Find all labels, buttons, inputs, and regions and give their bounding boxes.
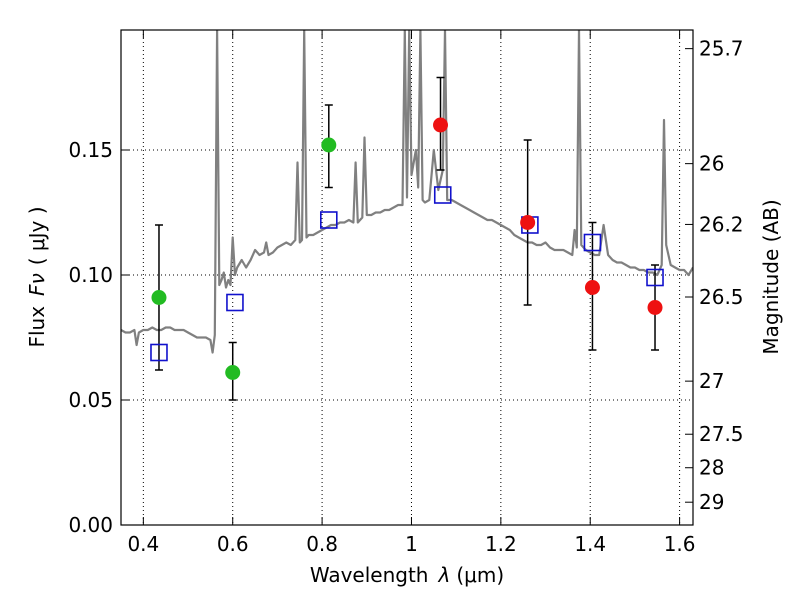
green-point-marker (321, 137, 337, 153)
x-tick-label: 0.6 (217, 532, 249, 556)
y2-tick-label: 27.5 (699, 422, 744, 446)
y2-tick-label: 26.5 (699, 285, 744, 309)
x-tick-label: 1.6 (664, 532, 696, 556)
x-tick-label: 0.8 (306, 532, 338, 556)
x-tick-label: 0.4 (127, 532, 159, 556)
green-point-marker (225, 365, 241, 380)
model-square-marker (433, 186, 452, 204)
x-tick-label: 1.2 (485, 532, 517, 556)
y2-tick-label: 29 (699, 490, 724, 514)
model-square-marker (319, 211, 338, 229)
model-square-marker (583, 233, 602, 252)
data-points-layer (150, 76, 664, 401)
model-square-marker (226, 293, 244, 312)
y2-tick-label: 26 (699, 152, 724, 176)
plot-frame (120, 29, 694, 526)
y-tick-label: 0.10 (68, 263, 113, 287)
y2-tick-label: 28 (699, 456, 724, 480)
red-point-marker (647, 300, 663, 315)
green-point-marker (151, 290, 167, 305)
model-square-marker (646, 268, 664, 287)
axis-ticks: 0.4 0.6 0.8 1 1.2 1.4 1.6 0.00 0.05 0.10 0.15 25.7 2… (68, 30, 744, 556)
y-tick-label: 0.15 (68, 138, 113, 162)
grid-lines (121, 30, 693, 525)
x-tick-label: 1.4 (574, 532, 606, 556)
x-axis-label: Wavelength λ (μm) (310, 563, 504, 587)
y-axis-label: FluxFν( μJy ) (25, 206, 49, 347)
red-point-marker (520, 215, 536, 230)
red-point-marker (433, 117, 449, 133)
x-tick-label: 1 (405, 532, 418, 556)
y-tick-label: 0.00 (68, 513, 113, 537)
y2-tick-label: 27 (699, 369, 724, 393)
red-point-marker (584, 280, 600, 295)
y2-tick-label: 26.2 (699, 212, 744, 236)
y-tick-label: 0.05 (68, 388, 113, 412)
model-square-marker (150, 343, 168, 362)
y2-tick-label: 25.7 (699, 37, 744, 61)
y2-axis-label: Magnitude (AB) (759, 199, 783, 354)
